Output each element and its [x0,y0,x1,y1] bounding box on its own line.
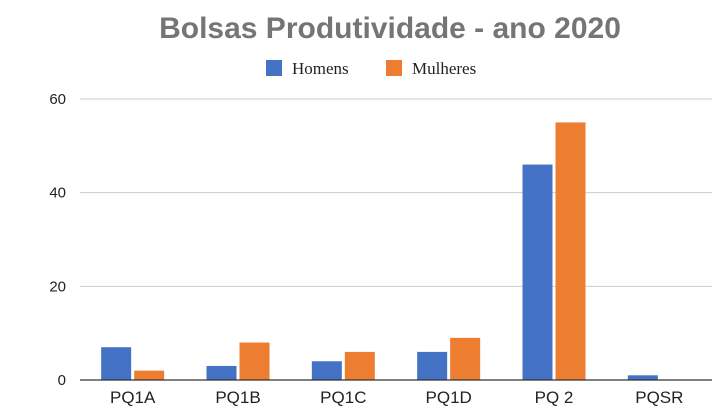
bar-mulheres-pq1b [239,342,270,380]
bar-mulheres-pq1d [450,337,481,380]
bar-homens-pq1c [311,361,342,380]
bar-homens-pq1b [206,365,237,380]
x-tick-label: PQ1B [215,388,260,407]
y-tick-label: 0 [58,372,66,389]
bars [101,122,658,381]
bar-homens-pq1a [101,347,132,380]
legend-swatch-homens [266,60,282,76]
y-axis-ticks: 0 20 40 60 [49,91,66,389]
y-tick-label: 60 [49,91,66,108]
x-tick-label: PQ1C [320,388,366,407]
bar-mulheres-pq1a [134,370,165,380]
bar-homens-pq2 [522,164,553,380]
chart-title: Bolsas Produtividade - ano 2020 [159,12,621,45]
x-tick-label: PQ1A [110,388,156,407]
legend-swatch-mulheres [386,60,402,76]
legend-label-mulheres: Mulheres [412,59,476,78]
bar-mulheres-pq1c [344,351,375,380]
x-tick-label: PQSR [635,388,683,407]
x-tick-label: PQ1D [426,388,472,407]
x-tick-label: PQ 2 [535,388,574,407]
bar-mulheres-pq2 [555,122,586,381]
bar-homens-pq1d [417,351,448,380]
bar-homens-pqsr [627,375,658,380]
gridlines [80,98,712,287]
legend: Homens Mulheres [266,59,476,78]
x-axis-ticks: PQ1A PQ1B PQ1C PQ1D PQ 2 PQSR [110,388,683,407]
y-tick-label: 20 [49,278,66,295]
y-tick-label: 40 [49,185,66,202]
legend-label-homens: Homens [292,59,349,78]
